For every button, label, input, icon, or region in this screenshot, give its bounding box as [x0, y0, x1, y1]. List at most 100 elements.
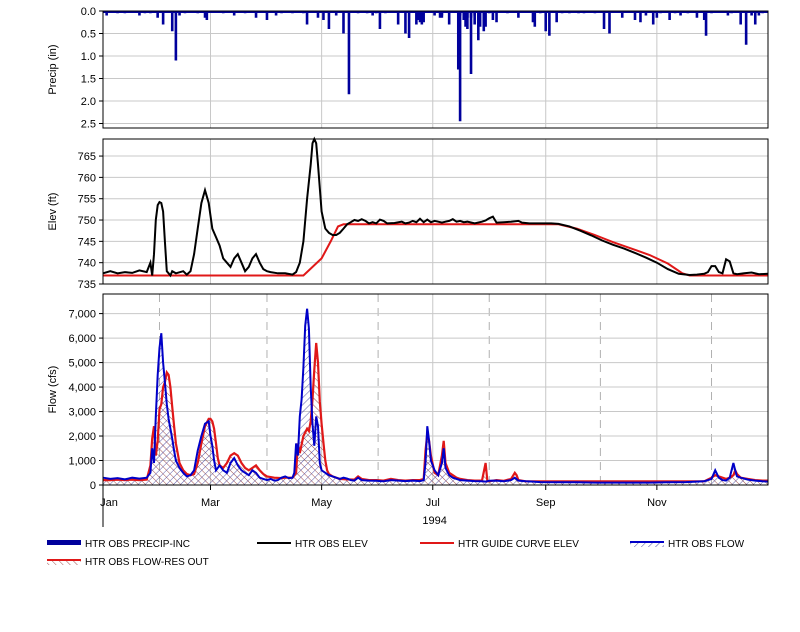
precip-bar: [704, 11, 708, 36]
ytick-label: 5,000: [68, 358, 96, 370]
panel-frame: [102, 293, 769, 486]
precip-bar: [438, 11, 442, 18]
plot-area: [103, 11, 768, 128]
legend-item: HTR OBS FLOW: [630, 539, 745, 550]
ytick-label: 4,000: [68, 382, 96, 394]
precip-bar: [156, 11, 159, 18]
precip-bar: [416, 11, 420, 20]
legend-item: HTR OBS PRECIP-INC: [47, 539, 190, 550]
ytick-label: 3,000: [68, 407, 96, 419]
precip-bar: [178, 11, 181, 16]
precip-bar: [620, 11, 624, 18]
precip-bar: [456, 11, 460, 70]
precip-bar: [695, 11, 699, 18]
precip-bar: [105, 11, 108, 16]
precip-bar: [555, 11, 558, 23]
ytick-label: 1,000: [68, 456, 96, 468]
precip-bar: [651, 11, 655, 25]
ytick-label: 760: [78, 172, 96, 184]
legend-label: HTR OBS FLOW: [668, 539, 745, 550]
precip-bar: [469, 11, 473, 74]
legend-item: HTR GUIDE CURVE ELEV: [420, 539, 579, 550]
precip-bar: [433, 11, 436, 16]
flow-area: [103, 308, 768, 485]
legend-swatch-precip: [47, 540, 81, 545]
precip-bar: [655, 11, 659, 18]
precip-bar: [478, 11, 482, 27]
precip-bar: [138, 11, 141, 16]
legend-swatch-resout-hatch: [47, 560, 81, 565]
precip-bar: [639, 11, 642, 23]
xtick-label: Sep: [536, 497, 556, 509]
precip-bar: [477, 11, 480, 41]
precip-bar: [265, 11, 269, 20]
precip-bar: [753, 11, 757, 25]
precip-bar: [491, 11, 495, 20]
precip-bar: [644, 11, 648, 16]
precip-bar: [420, 11, 424, 25]
x-axis-label: 1994: [422, 515, 446, 527]
legend-label: HTR OBS ELEV: [295, 539, 368, 550]
ytick-label: 735: [78, 279, 96, 291]
ytick-label: 1.5: [81, 74, 96, 86]
y-axis-label: Elev (ft): [47, 193, 59, 231]
legend-label: HTR OBS PRECIP-INC: [85, 539, 190, 550]
legend-item: HTR OBS ELEV: [257, 539, 368, 550]
precip-bar: [322, 11, 325, 20]
precip-bar: [305, 11, 309, 25]
precip-bar: [440, 11, 444, 16]
precip-bar: [447, 11, 451, 25]
precip-bar: [415, 11, 418, 25]
precip-bar: [633, 11, 637, 20]
panel-3: 0 1,000 2,000 3,000 4,000 5,000 6,000 7,000 Flow…: [47, 293, 769, 527]
precip-bar: [174, 11, 178, 61]
precip-bar: [371, 11, 374, 16]
ytick-label: 0.0: [81, 6, 96, 18]
precip-bar: [458, 11, 462, 122]
precip-bar: [232, 11, 236, 16]
precip-bar: [473, 11, 476, 16]
ytick-label: 740: [78, 258, 96, 270]
y-axis-label: Flow (cfs): [47, 366, 59, 414]
ytick-label: 2,000: [68, 431, 96, 443]
precip-bar: [757, 11, 761, 16]
ytick-label: 1.0: [81, 51, 96, 63]
precip-bar: [407, 11, 411, 38]
legend-item: HTR OBS FLOW-RES OUT: [47, 557, 209, 568]
legend-label: HTR GUIDE CURVE ELEV: [458, 539, 579, 550]
precip-bar: [466, 11, 469, 29]
precip-bar: [316, 11, 320, 18]
precip-bar: [274, 11, 278, 16]
precip-bar: [602, 11, 606, 29]
precip-bar: [404, 11, 407, 34]
legend-swatch-flow-hatch: [630, 542, 664, 547]
y-axis-label: Precip (in): [47, 44, 59, 94]
precip-bar: [473, 11, 476, 25]
legend-label: HTR OBS FLOW-RES OUT: [85, 557, 209, 568]
precip-bar: [608, 11, 611, 34]
panel-1: 0.0 0.5 1.0 1.5 2.0 2.5 Precip (in): [47, 6, 769, 131]
precip-bar: [544, 11, 548, 32]
precip-bar: [170, 11, 174, 32]
precip-bar: [327, 11, 331, 29]
precip-bar: [548, 11, 551, 36]
ytick-label: 750: [78, 215, 96, 227]
precip-bar: [347, 11, 351, 95]
precip-bar: [203, 11, 207, 18]
ytick-label: 2.5: [81, 119, 96, 131]
precip-bar: [739, 11, 742, 25]
xtick-label: Jan: [100, 497, 118, 509]
precip-bar: [531, 11, 535, 23]
ytick-label: 0.5: [81, 29, 96, 41]
flow-line: [102, 308, 769, 484]
precip-bar: [422, 11, 425, 23]
precip-bar: [668, 11, 671, 20]
precip-bar: [378, 11, 382, 29]
precip-bar: [482, 11, 486, 32]
ytick-label: 2.0: [81, 96, 96, 108]
ytick-label: 6,000: [68, 333, 96, 345]
panel-frame: [102, 138, 769, 285]
precip-bar: [396, 11, 400, 25]
